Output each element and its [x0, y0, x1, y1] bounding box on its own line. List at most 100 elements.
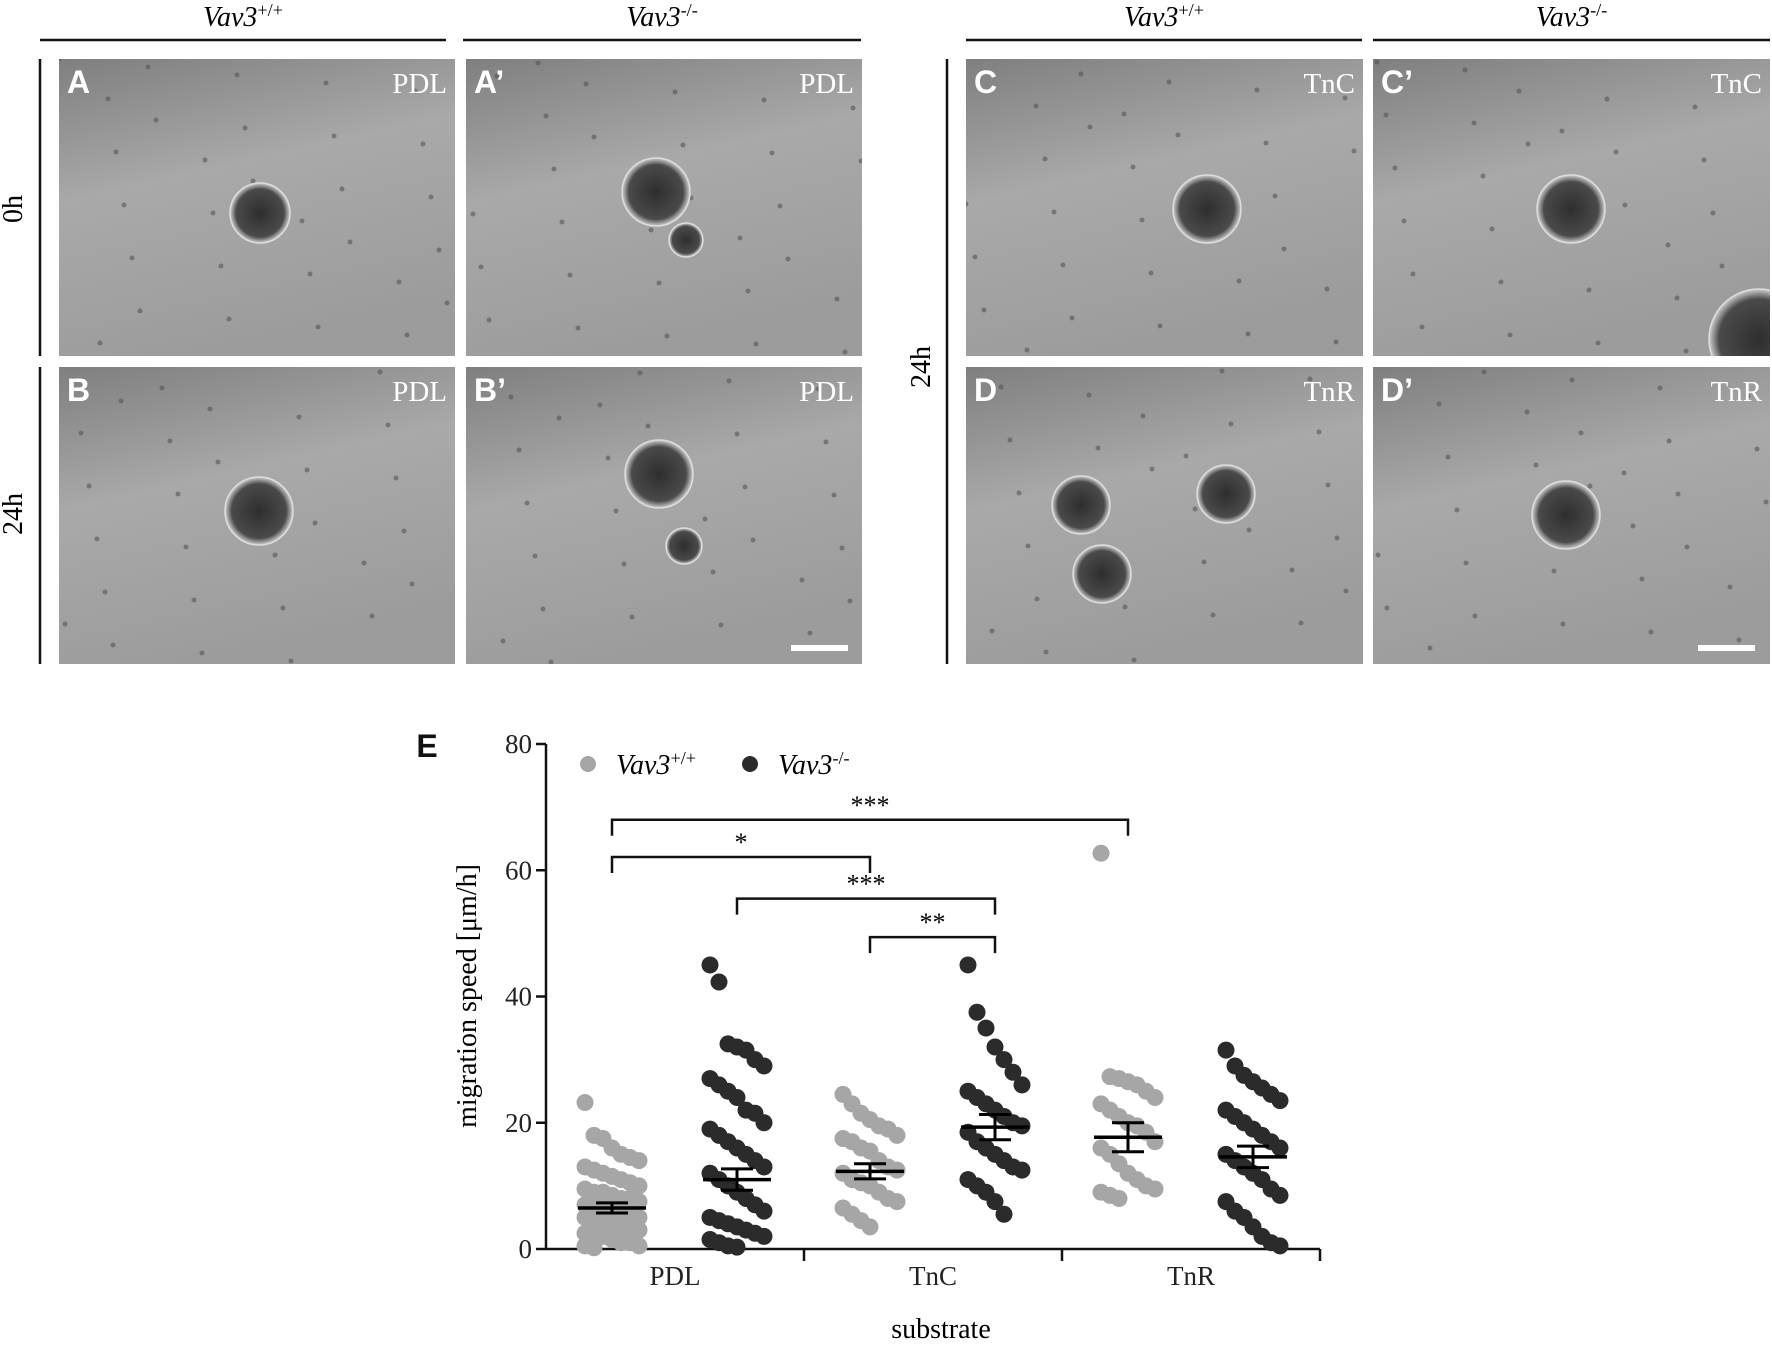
cell: [500, 638, 506, 644]
cell: [167, 438, 173, 444]
cell: [1281, 246, 1287, 252]
cell: [989, 628, 995, 634]
data-point: [977, 1019, 995, 1037]
cell: [753, 341, 759, 347]
legend-marker: [580, 756, 596, 772]
cell: [62, 621, 68, 627]
data-point: [630, 1152, 648, 1170]
cell: [385, 422, 391, 428]
cell: [1533, 462, 1539, 468]
cell: [1480, 173, 1486, 179]
cell: [637, 370, 643, 376]
cell: [680, 142, 686, 148]
micrograph: A’ PDL: [466, 59, 862, 356]
cell: [1024, 347, 1030, 353]
cell: [508, 394, 514, 400]
cell: [1621, 470, 1627, 476]
spheroid: [1536, 174, 1606, 244]
data-point: [1146, 1089, 1164, 1106]
cell: [516, 447, 522, 453]
data-point: [1271, 1237, 1289, 1255]
cell: [556, 415, 562, 421]
cell: [1710, 210, 1716, 216]
cell: [1569, 377, 1575, 383]
cell: [1078, 71, 1084, 77]
panel-letter: A: [67, 64, 90, 100]
cell: [1228, 421, 1234, 427]
cell: [1727, 584, 1733, 590]
cell: [1175, 132, 1181, 138]
cell: [1701, 157, 1707, 163]
cell: [1033, 103, 1039, 109]
cell: [1736, 637, 1742, 643]
cell: [1025, 543, 1031, 549]
cell: [710, 569, 716, 575]
cell: [605, 455, 611, 461]
cell: [1289, 567, 1295, 573]
cell: [842, 349, 848, 355]
cell: [1095, 445, 1101, 451]
micrograph: B PDL: [59, 367, 455, 664]
cell: [1183, 453, 1189, 459]
cell: [981, 307, 987, 313]
cell: [199, 650, 205, 656]
cell: [567, 272, 573, 278]
cell: [1516, 88, 1522, 94]
cell: [315, 324, 321, 330]
cell: [207, 406, 213, 412]
cell: [369, 613, 375, 619]
cell: [1604, 96, 1610, 102]
data-point: [1217, 1041, 1235, 1059]
data-point: [585, 1239, 603, 1257]
micrograph: D TnR: [966, 367, 1363, 664]
cell: [202, 157, 208, 163]
cell: [629, 614, 635, 620]
cell: [175, 491, 181, 497]
cell: [145, 64, 151, 70]
cell: [1342, 95, 1348, 101]
cell: [1675, 491, 1681, 497]
cell: [1462, 67, 1468, 73]
panel-label: TnC: [1710, 68, 1762, 100]
cell: [1087, 124, 1093, 130]
cell: [1745, 393, 1751, 399]
cell: [1630, 523, 1636, 529]
cell: [288, 658, 294, 664]
x-tick-label: PDL: [649, 1261, 700, 1291]
scale-bar: [791, 645, 848, 651]
cell: [1043, 649, 1049, 655]
sem-bar: [721, 1167, 753, 1192]
data-point: [630, 1221, 648, 1239]
cell: [1763, 499, 1769, 505]
data-point: [630, 1177, 648, 1195]
cell: [1578, 430, 1584, 436]
cell: [1192, 506, 1198, 512]
cell: [110, 642, 116, 648]
cell: [1648, 629, 1654, 635]
legend-label: Vav3+/+: [616, 748, 696, 781]
cell: [129, 255, 135, 261]
spheroid: [1196, 464, 1256, 524]
cell: [428, 194, 434, 200]
cell: [799, 577, 805, 583]
panel-letter: B’: [474, 372, 506, 408]
cell: [404, 332, 410, 338]
panel-letter: A’: [474, 64, 504, 100]
cell: [998, 384, 1004, 390]
cell: [850, 105, 856, 111]
micrograph: A PDL: [59, 59, 455, 356]
cell: [1436, 401, 1442, 407]
cell: [1122, 604, 1128, 610]
cell: [1051, 209, 1057, 215]
data-point: [968, 1003, 986, 1021]
cell: [1427, 645, 1433, 651]
cell: [299, 218, 305, 224]
micrograph: D’ TnR: [1373, 367, 1770, 664]
scale-bar: [1698, 645, 1755, 651]
cell: [1236, 278, 1242, 284]
cell: [543, 113, 549, 119]
spheroid: [624, 439, 694, 509]
cell: [159, 385, 165, 391]
